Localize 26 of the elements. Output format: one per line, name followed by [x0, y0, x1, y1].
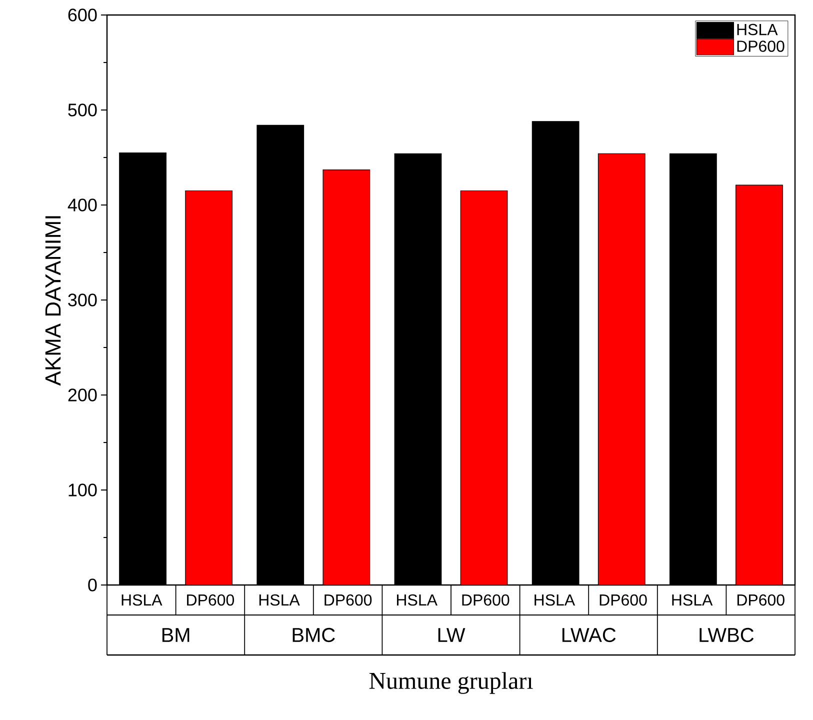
y-axis-title: AKMA DAYANIMI	[45, 216, 61, 386]
y-tick-label: 400	[68, 198, 97, 212]
text: DP600	[462, 594, 510, 606]
text: HSLA	[397, 594, 438, 606]
y-tick-label: 0	[88, 578, 97, 592]
text: DP600	[187, 594, 234, 606]
x-tick-label: LWAC	[562, 628, 616, 642]
y-tick-label: 100	[68, 484, 97, 496]
text: HSLA	[122, 594, 162, 606]
x-axis-title: Numune grupları	[369, 672, 533, 694]
x-tick-label: LW	[438, 628, 466, 642]
y-tick-label: 600	[68, 8, 97, 22]
y-tick-label: 500	[68, 104, 97, 116]
text: DP600	[737, 594, 784, 606]
text: HSLA	[534, 594, 576, 606]
legend-label: HSLA	[737, 24, 778, 36]
text: DP600	[600, 594, 647, 606]
x-tick-label: BM	[162, 628, 190, 642]
x-tick-label: LWBC	[700, 628, 754, 642]
text: HSLA	[259, 594, 300, 606]
y-tick-label: 200	[68, 388, 97, 402]
text: DP600	[324, 594, 372, 606]
x-tick-label: BMC	[292, 628, 335, 642]
y-tick-label: 300	[68, 294, 97, 306]
legend-label: DP600	[737, 40, 784, 52]
text: HSLA	[672, 594, 713, 606]
